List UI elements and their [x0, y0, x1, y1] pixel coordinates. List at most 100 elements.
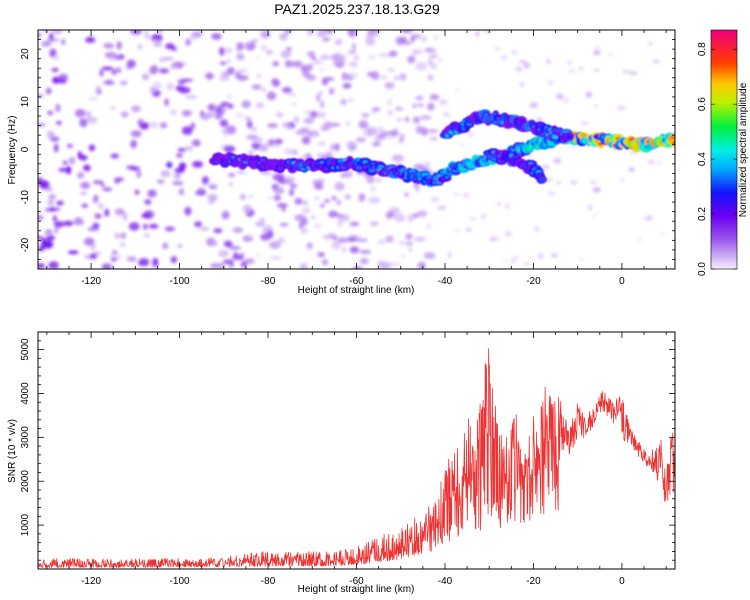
colorbar-step	[711, 263, 737, 266]
noise-blob	[86, 36, 94, 42]
noise-blob	[89, 253, 98, 259]
colorbar-step	[711, 183, 737, 186]
noise-blob	[274, 138, 283, 145]
noise-blob	[348, 30, 357, 38]
x-tick-label: -80	[261, 576, 276, 587]
noise-blob	[282, 87, 292, 94]
noise-blob	[169, 109, 178, 116]
noise-blob	[294, 197, 303, 205]
noise-blob	[320, 54, 330, 60]
noise-blob	[393, 262, 401, 266]
noise-blob	[515, 66, 522, 70]
noise-blob	[318, 91, 324, 95]
noise-blob	[219, 47, 225, 56]
colorbar-step	[711, 101, 737, 105]
noise-blob	[585, 91, 593, 98]
noise-blob	[192, 31, 203, 38]
noise-blob	[45, 234, 55, 241]
noise-blob	[580, 121, 589, 126]
noise-blob	[83, 164, 91, 172]
noise-blob	[553, 157, 562, 164]
colorbar-step	[711, 67, 737, 71]
noise-blob	[336, 214, 344, 218]
noise-blob	[310, 215, 316, 219]
noise-blob	[292, 60, 303, 68]
noise-blob	[258, 218, 263, 225]
y-tick-label: 4000	[20, 382, 31, 405]
colorbar-step	[711, 119, 737, 123]
noise-blob	[233, 252, 239, 257]
noise-blob	[438, 99, 448, 105]
noise-blob	[429, 136, 439, 141]
colorbar-step	[711, 143, 737, 147]
noise-blob	[547, 191, 556, 196]
colorbar-step	[711, 83, 737, 87]
noise-blob	[460, 143, 464, 148]
noise-blob	[290, 184, 298, 188]
noise-blob	[263, 224, 273, 229]
noise-blob	[247, 150, 255, 156]
noise-blob	[313, 224, 322, 229]
noise-blob	[158, 68, 170, 74]
noise-blob	[546, 178, 553, 182]
noise-blob	[159, 122, 168, 129]
noise-blob	[301, 136, 311, 145]
colorbar-step	[711, 251, 737, 254]
x-tick-label: -120	[81, 576, 101, 587]
noise-blob	[54, 226, 59, 234]
noise-blob	[100, 183, 105, 187]
noise-blob	[281, 205, 286, 212]
noise-blob	[387, 68, 395, 72]
noise-blob	[335, 143, 340, 152]
x-tick-label: -100	[170, 276, 190, 287]
noise-blob	[270, 256, 282, 260]
noise-blob	[218, 249, 229, 258]
colorbar-step	[711, 75, 737, 79]
noise-blob	[110, 257, 118, 262]
noise-blob	[97, 202, 104, 210]
noise-blob	[300, 64, 310, 73]
colorbar-step	[711, 127, 737, 131]
noise-blob	[291, 102, 298, 106]
noise-blob	[399, 37, 408, 42]
noise-blob	[258, 144, 269, 152]
noise-blob	[301, 207, 311, 214]
colorbar-step	[711, 135, 737, 139]
colorbar-step	[711, 137, 737, 141]
noise-blob	[504, 230, 512, 237]
noise-blob	[88, 97, 99, 101]
noise-blob	[38, 235, 44, 240]
noise-blob	[267, 123, 278, 128]
noise-blob	[352, 266, 364, 269]
noise-blob	[469, 217, 478, 221]
noise-blob	[166, 82, 174, 91]
noise-blob	[384, 131, 391, 136]
noise-blob	[453, 229, 461, 233]
colorbar-step	[711, 189, 737, 192]
noise-blob	[628, 167, 635, 172]
noise-blob	[83, 237, 95, 246]
noise-blob	[387, 101, 393, 105]
noise-blob	[66, 143, 74, 148]
colorbar-step	[711, 35, 737, 39]
colorbar-step	[711, 43, 737, 47]
noise-blob	[368, 55, 376, 59]
noise-blob	[205, 182, 218, 186]
noise-blob	[592, 187, 601, 193]
x-tick-label: 0	[619, 276, 625, 287]
snr-x-axis-label: Height of straight line (km)	[298, 584, 415, 595]
noise-blob	[395, 117, 404, 122]
noise-blob	[656, 160, 663, 165]
colorbar-step	[711, 207, 737, 210]
noise-blob	[617, 105, 626, 111]
colorbar-step	[711, 155, 737, 159]
colorbar-step	[711, 99, 737, 103]
noise-blob	[181, 78, 193, 82]
snr-x-tick-labels: -120 -100 -80 -60 -40 -20 0	[81, 576, 625, 587]
noise-blob	[93, 194, 99, 202]
noise-blob	[315, 195, 320, 201]
noise-blob	[131, 256, 137, 263]
noise-blob	[227, 93, 232, 100]
noise-blob	[164, 98, 169, 107]
